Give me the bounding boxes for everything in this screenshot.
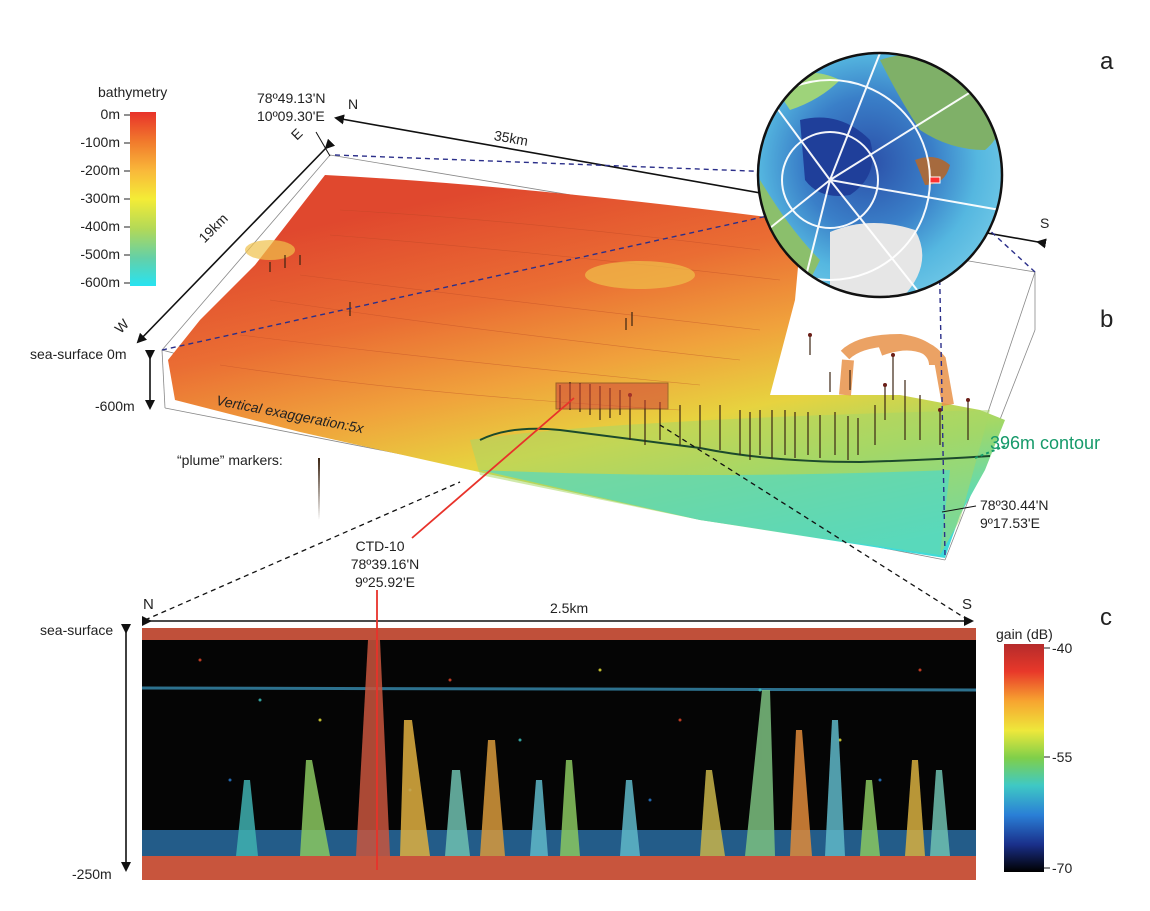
echogram-surface-band: [142, 628, 976, 640]
direction-n: N: [348, 96, 359, 112]
echogram-direction-n: N: [143, 596, 154, 613]
echogram-near-bottom: [142, 830, 976, 856]
bathymetry-tick-6: -600m: [80, 274, 120, 290]
echogram-seafloor-band: [142, 856, 976, 880]
scandinavia-land: [830, 223, 923, 297]
gain-tick-1: -55: [1052, 749, 1073, 765]
nw-corner-lon: 10º09.30'E: [257, 108, 325, 124]
echogram-direction-s: S: [962, 596, 973, 613]
panel-label-b: b: [1100, 306, 1114, 333]
gain-tick-0: -40: [1052, 640, 1073, 656]
bathymetry-ticks: [124, 114, 130, 284]
lower-slope-cyan: [480, 470, 950, 555]
nw-corner-leader: [315, 131, 331, 157]
nw-corner-lat: 78º49.13'N: [257, 90, 326, 106]
ctd-name: CTD-10: [355, 538, 405, 554]
plume-markers-label: “plume” markers:: [177, 452, 283, 468]
survey-swaths: [839, 333, 954, 407]
bathymetry-tick-2: -200m: [80, 162, 120, 178]
gain-tick-2: -70: [1052, 860, 1073, 876]
gain-title: gain (dB): [996, 626, 1053, 642]
contour-leader: [974, 445, 1006, 459]
study-area-marker: [929, 176, 941, 184]
bathymetry-colorbar: [130, 112, 156, 286]
echogram-bottom-label: -250m: [72, 866, 112, 882]
contour-396m: [479, 427, 991, 464]
se-corner-lon: 9º17.53'E: [980, 515, 1040, 531]
se-corner-lat: 78º30.44'N: [980, 497, 1049, 513]
ctd-cluster: [555, 382, 669, 410]
contour-label: 396m contour: [990, 433, 1101, 453]
echogram-top-label: sea-surface: [40, 622, 114, 638]
gain-colorbar: [1004, 644, 1044, 872]
echogram-flares: [236, 640, 950, 856]
se-corner-leader: [941, 505, 977, 513]
width-arrow: [136, 138, 336, 344]
svalbard-land: [915, 156, 950, 185]
panel-label-a: a: [1100, 48, 1114, 75]
echogram-right-link: [659, 424, 969, 621]
bathymetry-tick-4: -400m: [80, 218, 120, 234]
panel-label-c: c: [1100, 604, 1112, 631]
arctic-basin: [800, 117, 873, 196]
echogram-scatter-layer: [141, 686, 977, 692]
sea-surface-label: sea-surface 0m: [30, 346, 127, 362]
bathymetry-tick-1: -100m: [80, 134, 120, 150]
plume-marker-sample: [318, 458, 320, 520]
bathymetry-tick-5: -500m: [80, 246, 120, 262]
ctd-lon: 9º25.92'E: [355, 574, 415, 590]
direction-s: S: [1040, 215, 1050, 231]
bathymetry-tick-0: 0m: [100, 106, 120, 122]
bathymetry-tick-3: -300m: [80, 190, 120, 206]
gain-ticks: [1044, 647, 1050, 869]
ctd-lat: 78º39.16'N: [350, 556, 420, 572]
ctd-leader: [411, 397, 575, 539]
depth-label: -600m: [95, 398, 135, 414]
bathymetry-title: bathymetry: [98, 84, 168, 100]
echogram-left-link: [144, 481, 461, 621]
echogram-length-label: 2.5km: [550, 600, 589, 616]
